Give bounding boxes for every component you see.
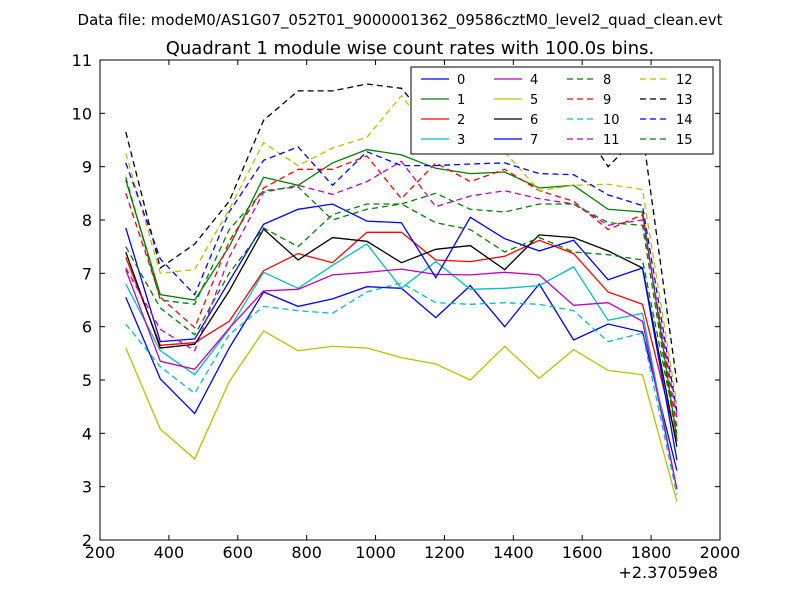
legend-label-7: 7: [530, 133, 538, 148]
series-line-15: [125, 177, 678, 442]
series-line-14: [125, 146, 678, 413]
x-tick-label: 400: [154, 543, 185, 562]
series-line-11: [125, 160, 678, 418]
legend-label-4: 4: [530, 73, 538, 88]
x-axis-offset-label: +2.37059e8: [618, 563, 718, 582]
series-line-8: [125, 203, 678, 434]
legend-label-1: 1: [457, 93, 465, 108]
y-tick-label: 8: [82, 211, 92, 230]
legend-label-3: 3: [457, 133, 465, 148]
legend-label-6: 6: [530, 113, 538, 128]
plot-frame: [99, 59, 721, 541]
series-line-4: [125, 268, 678, 490]
legend-label-8: 8: [603, 73, 611, 88]
legend-label-10: 10: [603, 113, 620, 128]
y-tick-label: 7: [82, 264, 92, 283]
y-tick-label: 6: [82, 318, 92, 337]
figure-suptitle: Data file: modeM0/AS1G07_052T01_90000013…: [78, 11, 723, 30]
legend-label-15: 15: [676, 133, 693, 148]
legend-label-11: 11: [603, 133, 620, 148]
series-line-10: [125, 282, 678, 495]
legend-label-13: 13: [676, 93, 693, 108]
y-tick-label: 3: [82, 478, 92, 497]
legend-label-12: 12: [676, 73, 693, 88]
series-line-12: [125, 94, 678, 405]
chart-title: Quadrant 1 module wise count rates with …: [166, 38, 655, 59]
legend-label-9: 9: [603, 93, 611, 108]
x-tick-label: 200: [85, 543, 116, 562]
series-line-2: [125, 231, 678, 442]
series-line-7: [125, 203, 678, 461]
legend-label-5: 5: [530, 93, 538, 108]
y-tick-label: 2: [82, 531, 92, 550]
x-tick-label: 800: [291, 543, 322, 562]
series-line-3: [125, 243, 678, 490]
x-tick-label: 600: [223, 543, 254, 562]
legend-label-14: 14: [676, 113, 693, 128]
legend-label-0: 0: [457, 73, 465, 88]
y-tick-label: 10: [72, 104, 92, 123]
x-tick-label: 1000: [355, 543, 396, 562]
axis-ticks: 200 400 600 800 1000 1200 1400 1600 1800 2000 2 3 4 5…: [72, 51, 741, 562]
x-tick-label: 2000: [700, 543, 741, 562]
series-line-6: [125, 228, 678, 447]
y-tick-label: 5: [82, 371, 92, 390]
x-tick-label: 1600: [562, 543, 603, 562]
y-tick-label: 9: [82, 158, 92, 177]
x-tick-label: 1200: [424, 543, 465, 562]
series-line-5: [125, 330, 678, 502]
legend-label-2: 2: [457, 113, 465, 128]
y-tick-label: 4: [82, 424, 92, 443]
plot-area: [125, 66, 678, 502]
series-line-1: [125, 148, 678, 439]
y-tick-label: 11: [72, 51, 92, 70]
x-tick-label: 1800: [631, 543, 672, 562]
x-tick-label: 1400: [493, 543, 534, 562]
